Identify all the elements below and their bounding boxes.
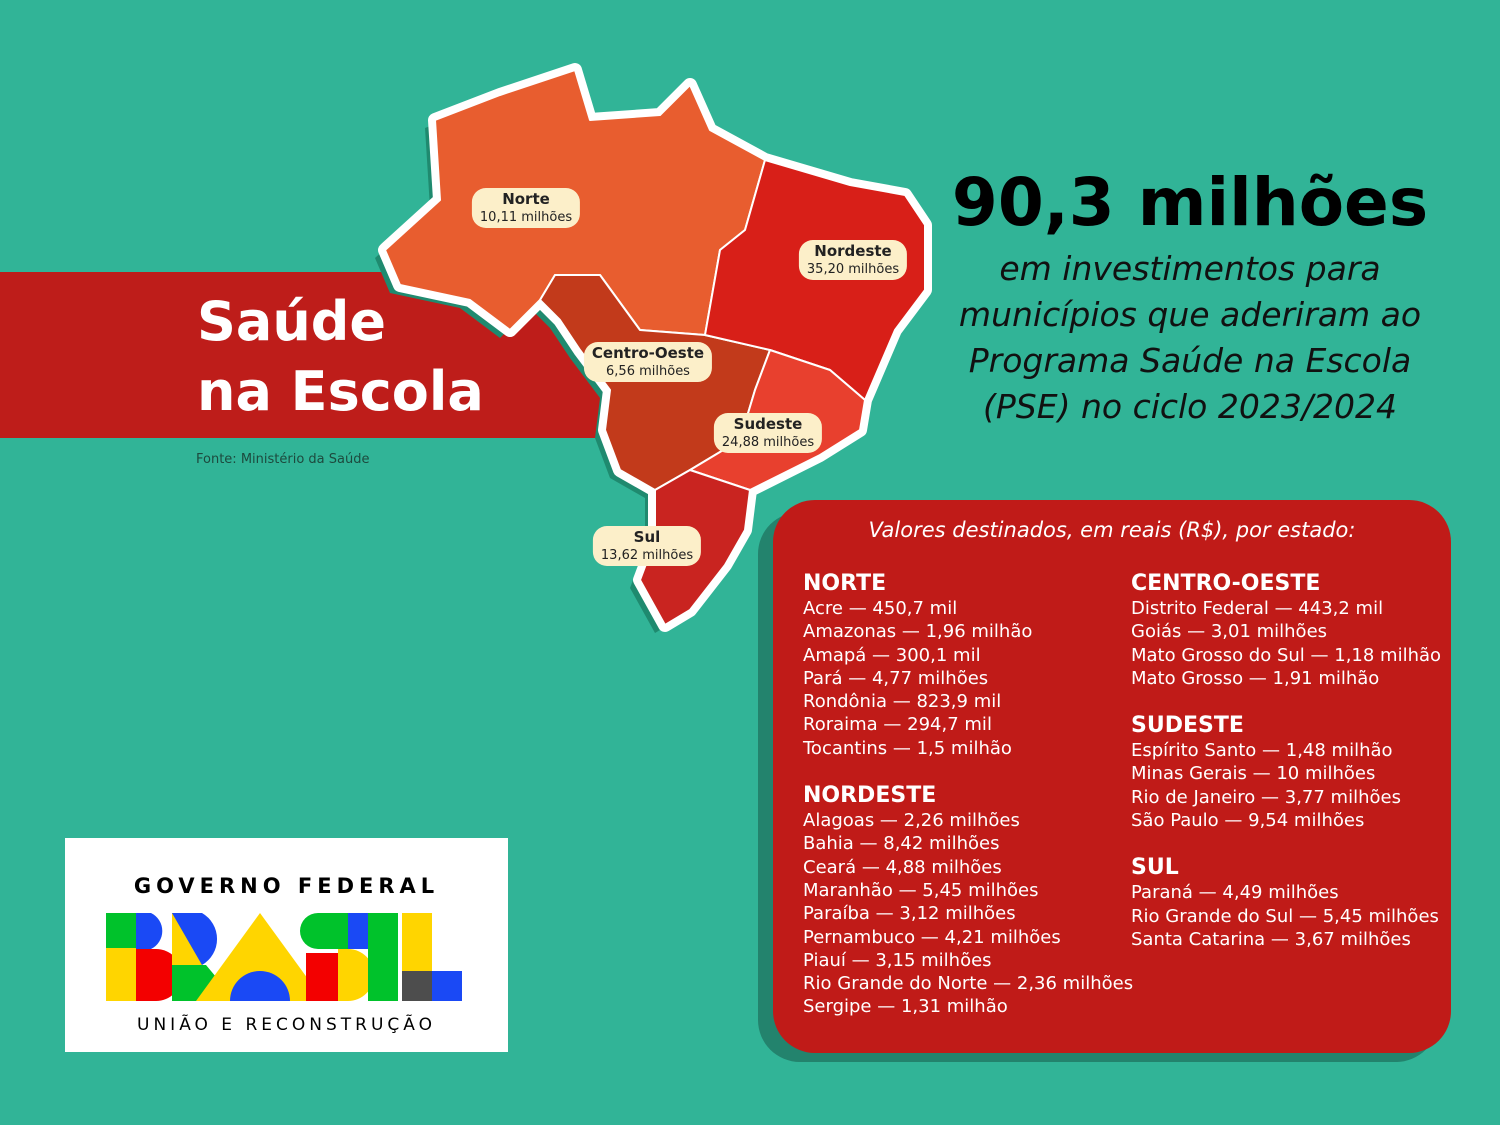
right-column: CENTRO-OESTE Distrito Federal — 443,2 mil… xyxy=(1131,571,1441,974)
state-value: Alagoas — 2,26 milhões xyxy=(803,810,1020,832)
page-title: Saúde na Escola xyxy=(197,287,484,427)
state-value: Ceará — 4,88 milhões xyxy=(803,856,1002,878)
subtitle-line: em investimentos para xyxy=(999,249,1381,288)
title-line-1: Saúde xyxy=(197,290,387,353)
region-group: SUDESTE Espírito Santo — 1,48 milhão Minas… xyxy=(1131,713,1441,832)
state-value: Acre — 450,7 mil xyxy=(803,598,958,619)
map-label-nordeste: Nordeste 35,20 milhões xyxy=(798,240,908,280)
region-group: NORDESTE Alagoas — 2,26 milhões Bahia — 8,… xyxy=(803,783,1133,1019)
state-value: Amapá — 300,1 mil xyxy=(803,644,981,666)
state-value: Bahia — 8,42 milhões xyxy=(803,833,1000,855)
left-column: NORTE Acre — 450,7 mil Amazonas — 1,96 mil… xyxy=(803,571,1133,1042)
state-value: Paraíba — 3,12 milhões xyxy=(803,903,1016,925)
total-investment: 90,3 milhões xyxy=(951,164,1429,241)
map-label-sul: Sul 13,62 milhões xyxy=(592,526,702,566)
map-label-centro-oeste: Centro-Oeste 6,56 milhões xyxy=(583,342,713,382)
state-value: Rio de Janeiro — 3,77 milhões xyxy=(1131,786,1401,808)
state-value: Maranhão — 5,45 milhões xyxy=(803,879,1039,901)
state-value: Tocantins — 1,5 milhão xyxy=(803,737,1012,759)
state-value: Rio Grande do Norte — 2,36 milhões xyxy=(803,973,1134,995)
map-label-norte: Norte 10,11 milhões xyxy=(471,188,581,228)
state-value: Mato Grosso do Sul — 1,18 milhão xyxy=(1131,644,1442,666)
region-heading: SUL xyxy=(1131,855,1179,881)
logo-bottom-text: UNIÃO E RECONSTRUÇÃO xyxy=(137,1015,436,1035)
governo-federal-logo: GOVERNO FEDERAL UNIÃO E RECONSTRUÇÃO xyxy=(65,838,508,1052)
region-group: CENTRO-OESTE Distrito Federal — 443,2 mil… xyxy=(1131,571,1441,690)
state-value: Santa Catarina — 3,67 milhões xyxy=(1131,928,1411,950)
subtitle-line: municípios que aderiram ao xyxy=(958,295,1422,334)
logo-top-text: GOVERNO FEDERAL xyxy=(133,874,440,898)
state-value: Espírito Santo — 1,48 milhão xyxy=(1131,740,1393,762)
subtitle-line: (PSE) no ciclo 2023/2024 xyxy=(983,387,1397,426)
state-value: Mato Grosso — 1,91 milhão xyxy=(1131,667,1380,689)
region-heading: SUDESTE xyxy=(1131,713,1244,739)
state-values-panel: Valores destinados, em reais (R$), por e… xyxy=(773,500,1451,1053)
region-heading: CENTRO-OESTE xyxy=(1131,571,1321,596)
state-value: Paraná — 4,49 milhões xyxy=(1131,882,1339,904)
state-value: Piauí — 3,15 milhões xyxy=(803,949,992,971)
panel-title: Valores destinados, em reais (R$), por e… xyxy=(868,518,1356,542)
state-value: Roraima — 294,7 mil xyxy=(803,714,992,736)
subtitle-line: Programa Saúde na Escola xyxy=(968,341,1412,380)
state-value: Sergipe — 1,31 milhão xyxy=(803,996,1008,1018)
state-value: Amazonas — 1,96 milhão xyxy=(803,621,1033,643)
region-heading: NORTE xyxy=(803,571,887,596)
map-label-sudeste: Sudeste 24,88 milhões xyxy=(713,413,823,453)
brasil-logo-mark xyxy=(106,913,462,1001)
region-group: NORTE Acre — 450,7 mil Amazonas — 1,96 mil… xyxy=(803,571,1133,760)
region-group: SUL Paraná — 4,49 milhões Rio Grande do Su… xyxy=(1131,855,1441,951)
state-value: Rondônia — 823,9 mil xyxy=(803,691,1002,713)
state-value: Goiás — 3,01 milhões xyxy=(1131,621,1328,643)
state-value: Minas Gerais — 10 milhões xyxy=(1131,763,1376,785)
state-value: São Paulo — 9,54 milhões xyxy=(1131,810,1365,832)
state-value: Pará — 4,77 milhões xyxy=(803,667,989,689)
title-line-2: na Escola xyxy=(197,360,484,423)
state-value: Distrito Federal — 443,2 mil xyxy=(1131,598,1384,619)
headline: 90,3 milhões em investimentos para munic… xyxy=(930,160,1450,430)
region-heading: NORDESTE xyxy=(803,783,937,809)
state-value: Pernambuco — 4,21 milhões xyxy=(803,926,1061,948)
state-value: Rio Grande do Sul — 5,45 milhões xyxy=(1131,905,1439,927)
source-note: Fonte: Ministério da Saúde xyxy=(196,452,370,467)
